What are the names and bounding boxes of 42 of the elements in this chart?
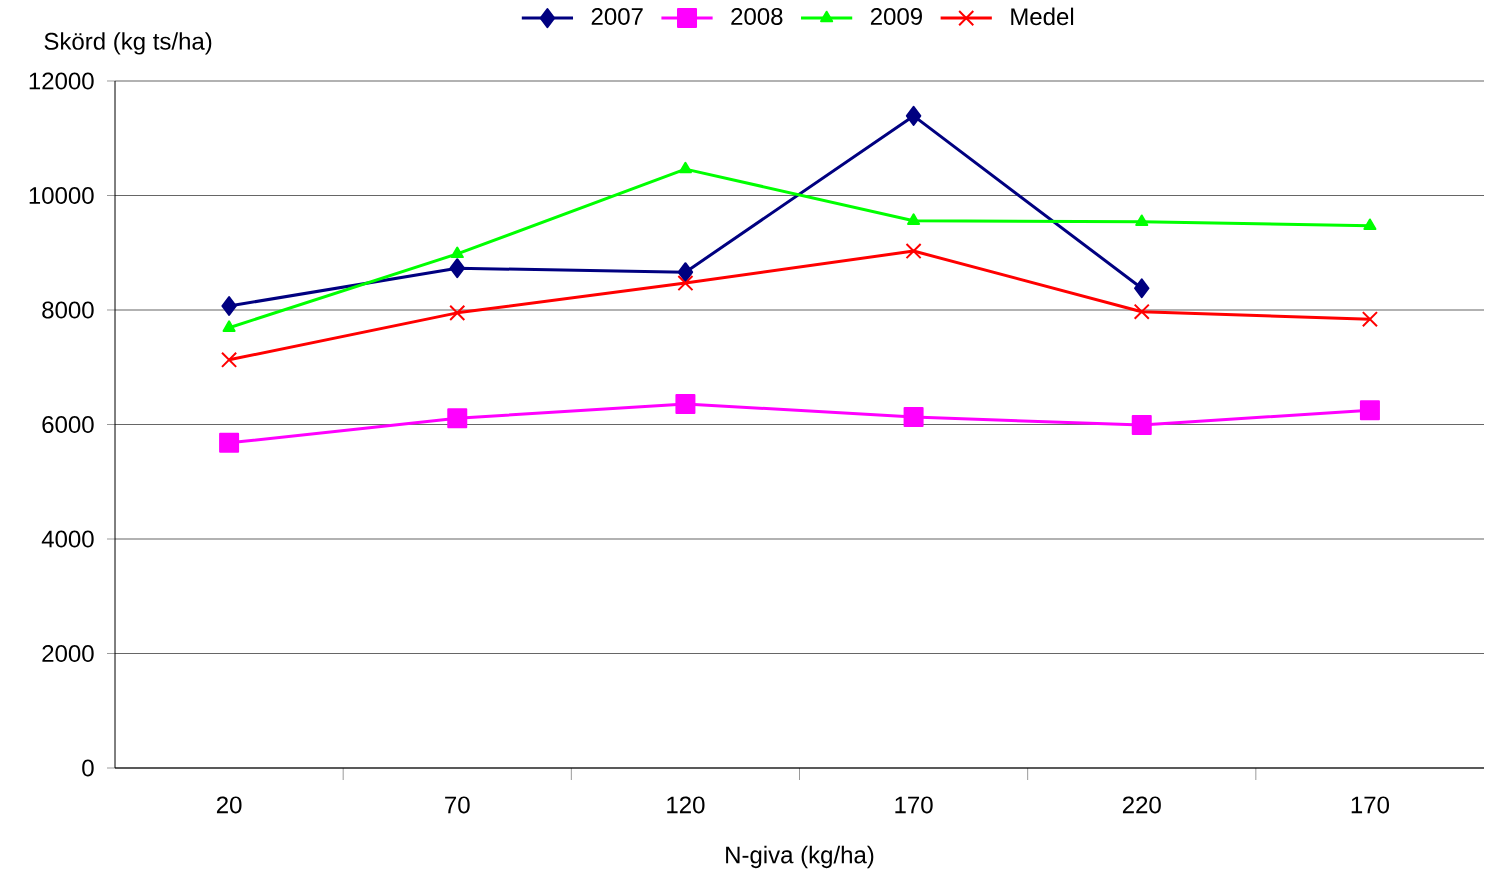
point [675,393,696,414]
y-tick-label: 2000 [42,645,94,662]
point [1363,218,1377,231]
x-tick-label: 20 [216,796,242,814]
y-tick-label: 6000 [42,416,94,433]
point [678,161,692,174]
x-tick-label: 170 [1351,796,1390,814]
point [1134,278,1150,299]
y-tick-label: 8000 [42,301,94,319]
y-tick-label: 4000 [41,530,94,548]
y-axis-title: Skörd (kg ts/ha) [44,32,212,55]
point [1359,400,1380,421]
point [1135,214,1149,227]
point [219,432,240,453]
legend-label: Medel [1011,7,1074,26]
x-tick-label: 220 [1122,796,1161,814]
point [222,320,236,332]
y-tick-label: 12000 [29,72,94,90]
point [905,242,922,260]
legend-label: 2008 [731,7,783,25]
y-tick-label: 0 [82,759,94,777]
legend-label: 2007 [591,7,643,25]
point [905,105,922,126]
point [449,258,466,279]
x-tick-label: 70 [445,796,470,814]
point [221,295,237,316]
point [221,351,238,368]
x-tick-label: 170 [895,796,933,814]
point [447,408,468,429]
point [677,275,694,292]
point [907,213,921,225]
y-tick-label: 10000 [29,187,94,204]
point [1133,303,1150,320]
point [449,304,466,321]
point [677,262,694,283]
x-axis-title: N-giva (kg/ha) [726,845,874,869]
point [450,246,464,259]
legend-label: 2009 [870,7,922,25]
point [903,407,924,428]
x-tick-label: 120 [667,796,705,814]
point [1361,311,1378,328]
point [1131,415,1152,436]
